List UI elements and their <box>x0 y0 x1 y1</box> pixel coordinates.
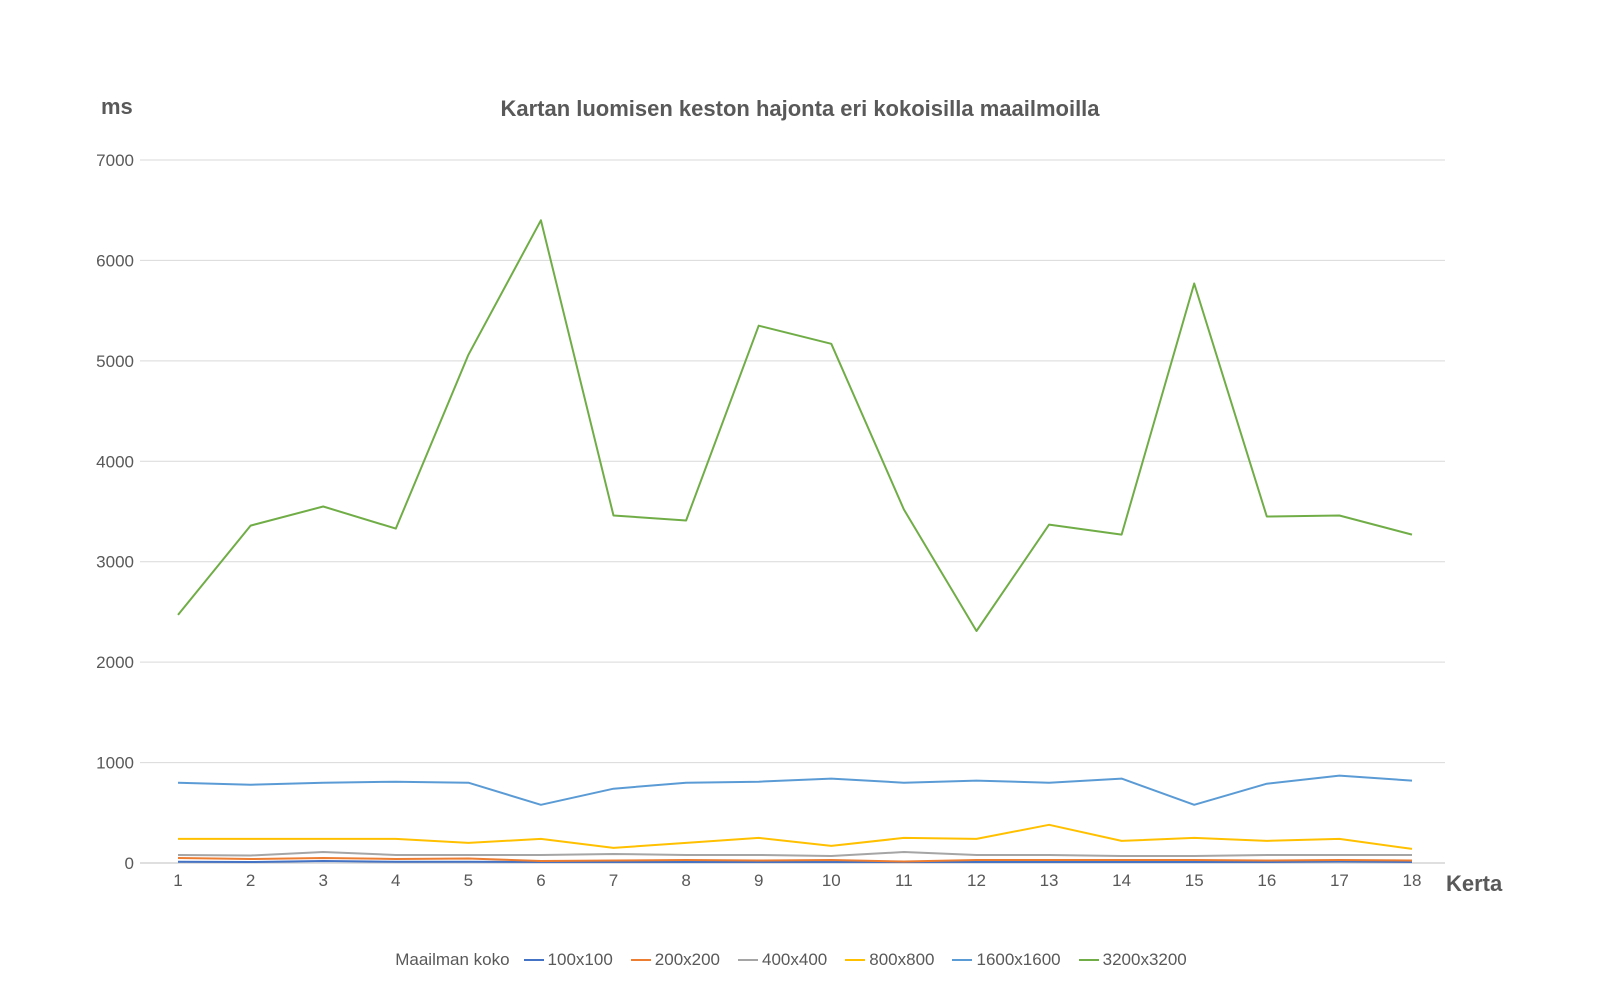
series-line-100x100 <box>177 860 1413 863</box>
x-tick-label: 13 <box>1040 871 1059 890</box>
legend-swatch <box>738 959 759 961</box>
legend-label: 3200x3200 <box>1102 950 1187 969</box>
legend-swatch <box>523 959 544 961</box>
series-line-200x200 <box>177 857 1413 863</box>
x-tick-label: 11 <box>895 871 913 890</box>
legend-label: 100x100 <box>547 950 613 969</box>
series-line-3200x3200 <box>177 219 1413 632</box>
y-tick-label: 3000 <box>96 553 134 572</box>
x-tick-label: 14 <box>1112 871 1131 890</box>
x-tick-label: 15 <box>1185 871 1204 890</box>
legend-swatch <box>845 959 866 961</box>
legend-entry: 1600x1600 <box>952 950 1061 970</box>
legend-label: 400x400 <box>762 950 828 969</box>
y-tick-label: 1000 <box>96 754 134 773</box>
x-tick-label: 8 <box>681 871 690 890</box>
y-tick-label: 4000 <box>96 452 134 471</box>
legend-swatch <box>1078 959 1099 961</box>
legend-label: 1600x1600 <box>976 950 1061 969</box>
y-axis-label: ms <box>101 94 133 119</box>
legend-label: 800x800 <box>869 950 935 969</box>
x-tick-label: 18 <box>1403 871 1422 890</box>
x-tick-label: 2 <box>246 871 255 890</box>
chart-title: Kartan luomisen keston hajonta eri kokoi… <box>500 96 1100 121</box>
x-tick-label: 1 <box>173 871 182 890</box>
x-tick-label: 5 <box>464 871 473 890</box>
x-tick-label: 4 <box>391 871 400 890</box>
legend-entry: 800x800 <box>845 950 934 970</box>
x-tick-label: 6 <box>536 871 545 890</box>
legend: Maailman koko 100x100 200x200 400x400 800x8… <box>0 950 1600 970</box>
series-line-400x400 <box>177 851 1412 857</box>
series-line-800x800 <box>178 823 1413 850</box>
x-tick-label: 3 <box>318 871 327 890</box>
x-tick-label: 12 <box>967 871 986 890</box>
legend-swatch <box>630 959 651 961</box>
y-tick-label: 5000 <box>96 352 134 371</box>
legend-entry: 400x400 <box>738 950 827 970</box>
legend-swatch <box>952 959 973 961</box>
x-tick-label: 10 <box>822 871 841 890</box>
y-tick-label: 0 <box>125 854 134 873</box>
legend-label: 200x200 <box>654 950 721 969</box>
legend-entry: 100x100 <box>523 950 613 970</box>
legend-title: Maailman koko <box>395 950 510 969</box>
x-tick-label: 7 <box>609 871 618 890</box>
x-axis-label: Kerta <box>1446 871 1503 896</box>
x-tick-label: 9 <box>754 871 763 890</box>
x-tick-label: 16 <box>1257 871 1276 890</box>
legend-items: 100x100 200x200 400x400 800x800 1600x1600 320… <box>523 950 1205 970</box>
y-tick-label: 2000 <box>96 653 134 672</box>
y-tick-label: 6000 <box>96 251 134 270</box>
legend-entry: 200x200 <box>630 950 721 970</box>
legend-entry: 3200x3200 <box>1078 950 1187 970</box>
y-tick-label: 7000 <box>96 151 134 170</box>
series-line-1600x1600 <box>177 774 1413 806</box>
x-tick-label: 17 <box>1330 871 1349 890</box>
